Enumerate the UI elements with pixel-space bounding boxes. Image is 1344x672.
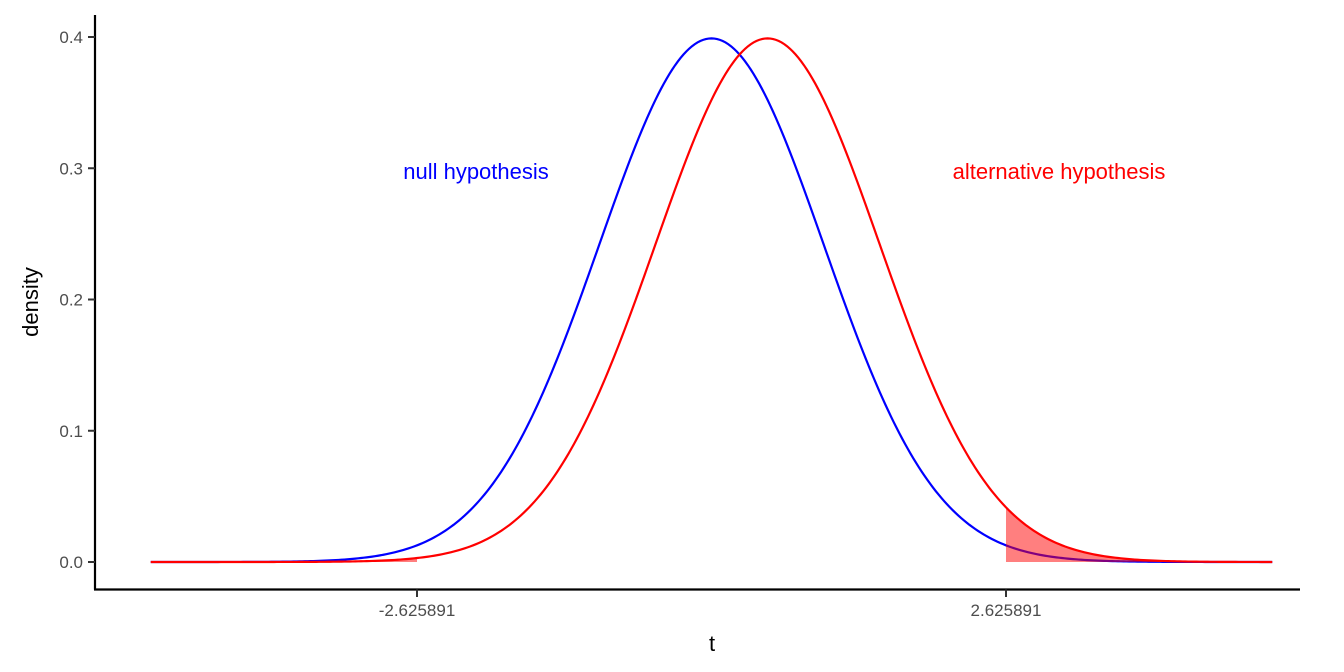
density-curves [150, 37, 1273, 564]
y-tick-label: 0.0 [59, 553, 83, 572]
shaded-region-1 [1005, 507, 1273, 562]
alternative-hypothesis-label: alternative hypothesis [953, 159, 1166, 184]
x-tick-label: 2.625891 [971, 601, 1042, 620]
y-tick-label: 0.4 [59, 28, 83, 47]
y-axis-title: density [18, 267, 43, 337]
null-hypothesis-label: null hypothesis [403, 159, 549, 184]
x-tick-label: -2.625891 [379, 601, 456, 620]
y-tick-label: 0.2 [59, 291, 83, 310]
x-axis-ticks: -2.625891 2.625891 [379, 589, 1042, 620]
rejection-region-overlay [150, 507, 1273, 562]
null-hypothesis-curve [150, 37, 1273, 564]
alternative-hypothesis-curve [150, 37, 1273, 564]
x-axis-title: t [709, 631, 715, 656]
y-tick-label: 0.3 [59, 159, 83, 178]
shaded-region-0 [150, 558, 418, 562]
y-tick-label: 0.1 [59, 422, 83, 441]
y-axis-ticks: 0.0 0.1 0.2 0.3 0.4 [59, 28, 95, 572]
